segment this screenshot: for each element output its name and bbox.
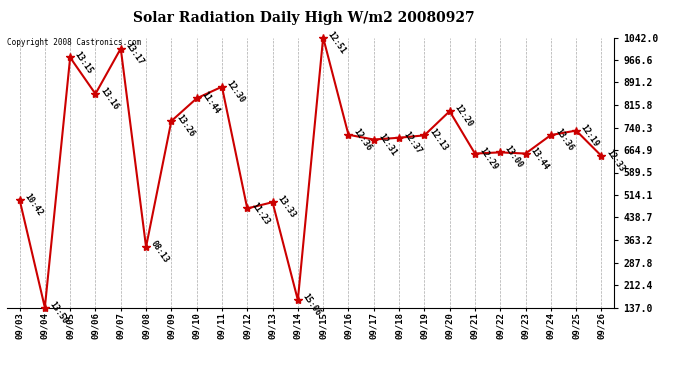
Text: 12:13: 12:13 xyxy=(427,128,449,153)
Text: 13:17: 13:17 xyxy=(124,40,145,66)
Text: 13:00: 13:00 xyxy=(503,144,524,170)
Text: 11:44: 11:44 xyxy=(199,90,221,116)
Text: 12:31: 12:31 xyxy=(377,132,398,157)
Text: 13:36: 13:36 xyxy=(553,127,575,153)
Text: 12:37: 12:37 xyxy=(402,130,424,156)
Text: 13:15: 13:15 xyxy=(73,50,95,75)
Text: 11:23: 11:23 xyxy=(250,201,272,226)
Text: 13:50: 13:50 xyxy=(48,300,69,325)
Text: 10:42: 10:42 xyxy=(22,192,44,217)
Text: 12:36: 12:36 xyxy=(351,127,373,153)
Text: 12:19: 12:19 xyxy=(579,123,600,148)
Text: Copyright 2008 Castronics.com: Copyright 2008 Castronics.com xyxy=(7,38,141,46)
Text: 08:13: 08:13 xyxy=(149,239,170,265)
Text: 13:33: 13:33 xyxy=(275,194,297,220)
Text: 12:33: 12:33 xyxy=(604,148,626,174)
Text: 13:44: 13:44 xyxy=(529,146,550,171)
Text: 12:20: 12:20 xyxy=(453,103,474,129)
Text: 12:51: 12:51 xyxy=(326,30,348,55)
Text: 13:16: 13:16 xyxy=(98,86,120,112)
Text: Solar Radiation Daily High W/m2 20080927: Solar Radiation Daily High W/m2 20080927 xyxy=(132,11,475,25)
Text: 12:29: 12:29 xyxy=(477,146,500,171)
Text: 15:06: 15:06 xyxy=(301,292,322,318)
Text: 13:26: 13:26 xyxy=(174,113,196,139)
Text: 12:30: 12:30 xyxy=(225,79,246,104)
